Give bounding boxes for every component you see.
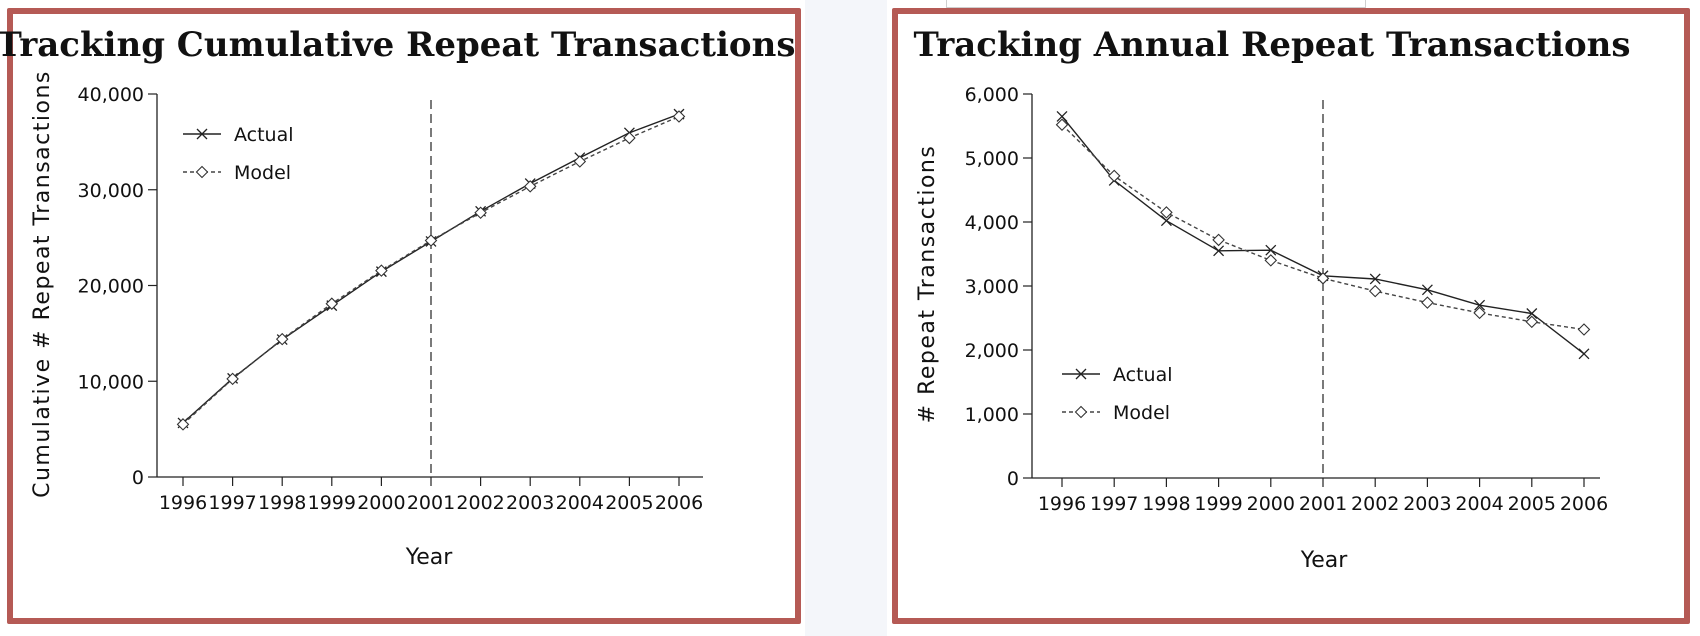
data-point-model <box>474 206 487 220</box>
data-point-model <box>1421 296 1434 309</box>
x-tick-label: 2005 <box>605 492 653 514</box>
x-tick-label: 1999 <box>1194 493 1242 515</box>
data-point-actual <box>1160 215 1172 227</box>
x-tick-label: 1997 <box>1090 493 1138 515</box>
series-model <box>176 110 686 431</box>
chart-cumulative: Tracking Cumulative Repeat Transactions 0… <box>0 25 795 570</box>
data-point-model <box>424 234 438 247</box>
data-point-actual <box>1056 110 1068 122</box>
x-axis-label: Year <box>1300 548 1349 573</box>
legend-label-model: Model <box>234 162 291 184</box>
legend: Actual Model <box>1062 364 1173 424</box>
data-point-model <box>1577 323 1591 336</box>
y-tick-label: 2,000 <box>965 340 1019 362</box>
data-point-model <box>275 332 289 346</box>
chart-panel-cumulative: Tracking Cumulative Repeat Transactions 0… <box>0 8 801 624</box>
y-tick-label: 5,000 <box>965 148 1019 170</box>
x-tick-label: 2003 <box>506 492 554 514</box>
x-tick-label: 1996 <box>159 492 207 514</box>
legend-marker-model <box>195 165 209 179</box>
data-point-model <box>1368 284 1382 298</box>
data-point-model <box>176 418 190 431</box>
x-tick-label: 1998 <box>1142 493 1190 515</box>
chart-panel-annual: Tracking Annual Repeat Transactions 0 1,00… <box>892 8 1690 624</box>
x-tick-label: 1997 <box>208 492 256 514</box>
y-tick-label: 30,000 <box>78 180 144 202</box>
y-tick-label: 40,000 <box>78 84 144 106</box>
series-line-model <box>1061 124 1585 331</box>
chart-title: Tracking Annual Repeat Transactions <box>914 25 1631 65</box>
y-axis-label: # Repeat Transactions <box>915 145 940 424</box>
chart-title: Tracking Cumulative Repeat Transactions <box>0 25 795 65</box>
data-point-model <box>1055 118 1069 131</box>
y-tick-label: 0 <box>132 467 144 489</box>
x-tick-label: 2005 <box>1508 493 1556 515</box>
x-tick-label: 2002 <box>1351 493 1399 515</box>
x-axis-label: Year <box>405 545 454 570</box>
x-tick-label: 2002 <box>456 492 504 514</box>
data-point-model <box>1160 206 1173 219</box>
background-strip <box>805 0 887 636</box>
x-tick-label: 2006 <box>655 492 703 514</box>
x-tick-label: 2006 <box>1560 493 1608 515</box>
x-tick-label: 1996 <box>1038 493 1086 515</box>
series-model <box>1055 118 1591 336</box>
x-tick-label: 2003 <box>1403 493 1451 515</box>
y-tick-label: 3,000 <box>965 276 1019 298</box>
y-tick-label: 20,000 <box>78 276 144 298</box>
data-point-actual <box>1421 284 1433 296</box>
legend-marker-actual <box>196 128 208 140</box>
data-point-model <box>1525 315 1539 329</box>
data-point-model <box>1107 169 1121 183</box>
data-point-model <box>623 131 636 145</box>
data-point-model <box>1264 254 1278 267</box>
data-point-actual <box>1369 273 1381 285</box>
data-point-model <box>226 372 239 386</box>
data-point-model <box>672 110 686 123</box>
x-tick-label: 2000 <box>357 492 405 514</box>
legend-label-actual: Actual <box>1113 364 1173 386</box>
x-tick-label: 2001 <box>407 492 455 514</box>
y-tick-label: 10,000 <box>78 371 144 393</box>
data-point-model <box>325 297 339 310</box>
y-tick-label: 4,000 <box>965 212 1019 234</box>
x-tick-label: 2004 <box>556 492 604 514</box>
legend-marker-model <box>1074 405 1088 419</box>
data-point-model <box>375 264 388 277</box>
y-axis-label: Cumulative # Repeat Transactions <box>30 70 55 498</box>
data-point-model <box>573 155 587 168</box>
x-tick-label: 1999 <box>308 492 356 514</box>
data-point-actual <box>1213 245 1225 257</box>
legend: Actual Model <box>183 124 294 184</box>
data-point-model <box>1473 306 1486 320</box>
legend-marker-actual <box>1075 368 1087 380</box>
data-point-actual <box>1265 244 1277 256</box>
data-point-model <box>1212 233 1225 247</box>
x-tick-label: 2001 <box>1299 493 1347 515</box>
background-window-edge <box>946 0 1366 8</box>
y-tick-label: 0 <box>1007 468 1019 490</box>
data-point-model <box>1316 272 1330 285</box>
data-point-actual <box>1474 299 1486 311</box>
y-tick-label: 6,000 <box>965 84 1019 106</box>
data-point-actual <box>1526 308 1538 319</box>
y-tick-label: 1,000 <box>965 404 1019 426</box>
data-point-model <box>523 180 537 193</box>
legend-label-actual: Actual <box>234 124 294 146</box>
x-tick-label: 1998 <box>258 492 306 514</box>
chart-annual: Tracking Annual Repeat Transactions 0 1,00… <box>914 25 1631 573</box>
x-tick-label: 2000 <box>1247 493 1295 515</box>
data-point-actual <box>1578 348 1590 360</box>
legend-label-model: Model <box>1113 402 1170 424</box>
x-tick-label: 2004 <box>1455 493 1503 515</box>
